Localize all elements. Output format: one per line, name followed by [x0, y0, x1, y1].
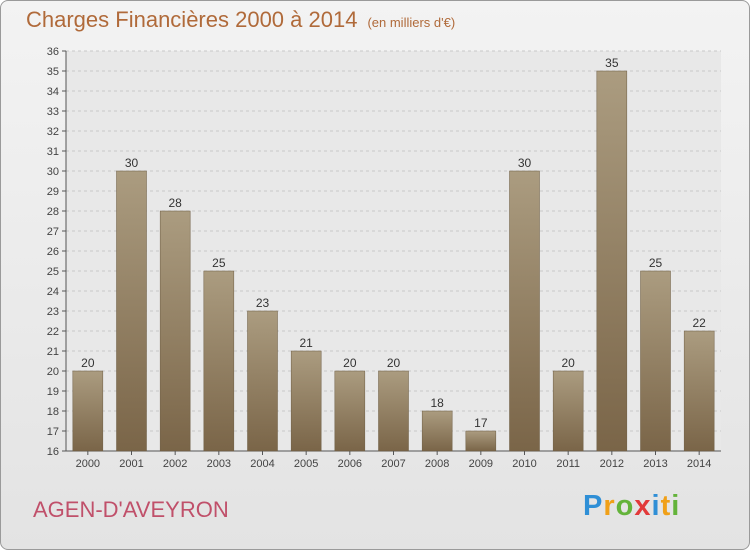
logo-letter: o [615, 490, 635, 522]
logo-letter: i [671, 490, 681, 522]
bar [378, 370, 409, 452]
bar-value-label: 30 [125, 156, 139, 170]
logo-letter: r [603, 490, 616, 522]
bar [247, 310, 278, 452]
chart-title-text: Charges Financières 2000 à 2014 [26, 7, 358, 32]
bar-value-label: 25 [649, 256, 663, 270]
chart-title: Charges Financières 2000 à 2014 (en milli… [26, 7, 455, 33]
y-tick-label: 19 [47, 386, 59, 398]
bar-value-label: 17 [474, 416, 488, 430]
bar [596, 70, 628, 452]
x-tick-label: 2003 [207, 458, 231, 470]
bar-value-label: 20 [343, 356, 357, 370]
x-tick-label: 2010 [512, 458, 536, 470]
bar-value-label: 21 [299, 336, 313, 350]
logo-letter: t [660, 490, 672, 522]
y-tick-label: 24 [47, 286, 59, 298]
y-tick-label: 32 [47, 126, 59, 138]
x-tick-label: 2011 [556, 458, 580, 470]
bar-value-label: 28 [168, 196, 182, 210]
chart-unit: (en milliers d'€) [367, 15, 456, 30]
x-tick-label: 2007 [381, 458, 405, 470]
bar-value-label: 30 [518, 156, 532, 170]
x-tick-label: 2005 [294, 458, 318, 470]
bar-value-label: 23 [256, 296, 270, 310]
x-tick-label: 2002 [163, 458, 187, 470]
y-tick-label: 17 [47, 426, 59, 438]
x-tick-label: 2012 [600, 458, 624, 470]
bar [334, 370, 366, 452]
y-tick-label: 35 [47, 66, 59, 78]
x-tick-label: 2000 [76, 458, 100, 470]
bar [640, 270, 671, 452]
y-tick-label: 31 [47, 146, 59, 158]
bar [552, 370, 584, 452]
bar-value-label: 20 [561, 356, 575, 370]
logo-letter: x [634, 490, 652, 522]
x-tick-label: 2004 [250, 458, 274, 470]
bar [683, 330, 715, 452]
logo-letter: i [651, 490, 661, 522]
bar-value-label: 22 [692, 316, 706, 330]
y-tick-label: 28 [47, 206, 59, 218]
y-tick-label: 22 [47, 326, 59, 338]
commune-name: AGEN-D'AVEYRON [33, 497, 229, 522]
x-tick-label: 2009 [469, 458, 493, 470]
x-tick-label: 2001 [119, 458, 143, 470]
bar [421, 410, 453, 452]
bar [203, 270, 235, 452]
bar [116, 170, 147, 452]
bar-value-label: 25 [212, 256, 226, 270]
bar-value-label: 35 [605, 56, 619, 70]
y-tick-label: 23 [47, 306, 59, 318]
bar-value-label: 20 [387, 356, 401, 370]
y-tick-label: 36 [47, 46, 59, 58]
bar [509, 170, 540, 452]
x-tick-label: 2006 [338, 458, 362, 470]
y-tick-label: 27 [47, 226, 59, 238]
bar [290, 350, 322, 452]
y-tick-label: 18 [47, 406, 59, 418]
y-tick-label: 26 [47, 246, 59, 258]
y-tick-label: 20 [47, 366, 59, 378]
x-tick-label: 2008 [425, 458, 449, 470]
y-tick-label: 21 [47, 346, 59, 358]
bar [465, 430, 497, 452]
bar [159, 210, 191, 452]
bar [72, 370, 104, 452]
x-tick-label: 2013 [643, 458, 667, 470]
y-tick-label: 25 [47, 266, 59, 278]
logo-letter: P [583, 490, 604, 522]
proxiti-logo: Proxiti [583, 490, 680, 523]
bar-value-label: 18 [430, 396, 444, 410]
bar-value-label: 20 [81, 356, 95, 370]
y-tick-label: 33 [47, 106, 59, 118]
y-tick-label: 34 [47, 86, 59, 98]
x-tick-label: 2014 [687, 458, 711, 470]
y-tick-label: 16 [47, 446, 59, 458]
y-tick-label: 30 [47, 166, 59, 178]
y-tick-label: 29 [47, 186, 59, 198]
